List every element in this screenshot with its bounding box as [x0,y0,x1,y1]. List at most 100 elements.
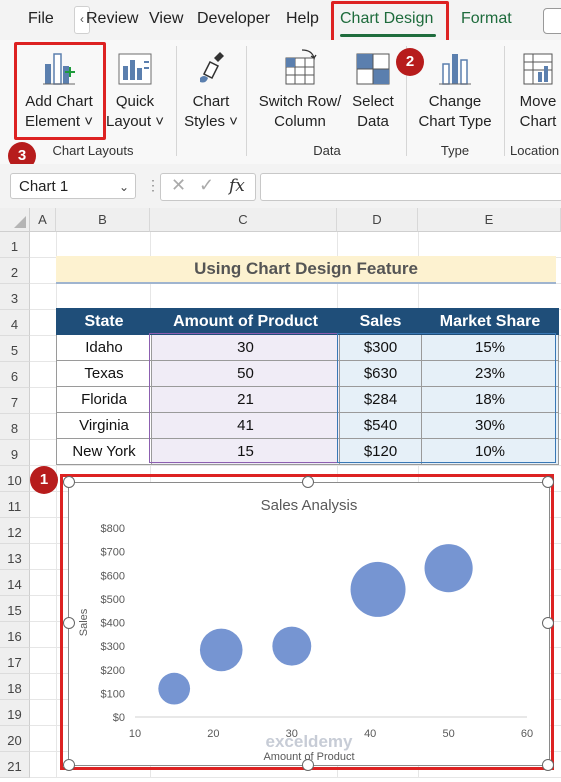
x-tick-label: 40 [364,728,376,740]
table-header-state[interactable]: State [56,308,152,335]
switch-row-column-icon [285,49,317,85]
row-header[interactable]: 9 [0,440,30,466]
tab-help[interactable]: Help [286,10,319,27]
bubble-point [424,544,473,593]
quick-layout-button[interactable]: Quick Layout ˅ [104,48,166,132]
row-header[interactable]: 1 [0,232,30,258]
row-header[interactable]: 18 [0,674,30,700]
x-tick-label: 60 [521,728,533,740]
tab-chart-design[interactable]: Chart Design [340,10,434,27]
switch-row-column-button[interactable]: Switch Row/ Column [252,48,348,132]
chart-styles-icon [200,52,224,83]
resize-handle[interactable] [302,476,314,488]
row-header[interactable]: 16 [0,622,30,648]
table-header-sales[interactable]: Sales [339,308,422,335]
table-cell[interactable]: Virginia [56,412,152,439]
table-cell[interactable]: 15 [151,438,340,465]
tab-file[interactable]: File [28,10,54,27]
row-header[interactable]: 5 [0,336,30,362]
column-header-e[interactable]: E [418,208,561,232]
row-header[interactable]: 3 [0,284,30,310]
table-cell[interactable]: 30% [421,412,559,439]
column-header-b[interactable]: B [56,208,150,232]
move-chart-button[interactable]: Move Chart [510,48,561,132]
table-cell[interactable]: 50 [151,360,340,387]
quick-layout-label-1: Quick [115,93,155,110]
row-header[interactable]: 7 [0,388,30,414]
ribbon-tab-bar: File ‹ Review View Developer Help Chart … [0,0,561,40]
row-header[interactable]: 10 [0,466,30,492]
insert-function-icon[interactable]: fx [229,176,245,196]
cancel-icon[interactable]: ✕ [171,175,187,195]
change-chart-type-button[interactable]: Change Chart Type [412,48,498,132]
group-label-location: Location [510,143,560,158]
x-tick-label: 20 [207,728,219,740]
y-axis-title: Sales [78,608,90,636]
enter-icon[interactable]: ✓ [199,175,215,195]
table-row: New York 15 $120 10% [56,438,559,465]
step-badge-1: 1 [30,466,58,494]
table-cell[interactable]: 18% [421,386,559,413]
resize-handle[interactable] [542,617,554,629]
row-header[interactable]: 13 [0,544,30,570]
table-cell[interactable]: Idaho [56,334,152,361]
table-cell[interactable]: $284 [339,386,422,413]
select-all-corner[interactable] [0,208,30,232]
move-chart-label-1: Move [519,93,557,110]
select-all-icon [14,216,26,228]
table-cell[interactable]: 41 [151,412,340,439]
chevron-down-icon[interactable]: ⌄ [118,180,129,194]
row-header[interactable]: 14 [0,570,30,596]
table-cell[interactable]: Florida [56,386,152,413]
chart-area[interactable]: Sales Analysis $0 $100 $200 $300 $400 $500 $600… [68,482,550,766]
table-header-row: State Amount of Product Sales Market Sha… [56,308,559,335]
resize-handle[interactable] [63,476,75,488]
tab-review[interactable]: Review [86,10,139,27]
formula-bar-grip-icon: ⋮ [146,177,160,193]
column-header-c[interactable]: C [150,208,337,232]
table-cell[interactable]: Texas [56,360,152,387]
row-header[interactable]: 4 [0,310,30,336]
column-header-a[interactable]: A [30,208,56,232]
select-data-button[interactable]: Select Data [348,48,398,132]
table-cell[interactable]: $300 [339,334,422,361]
tab-view[interactable]: View [149,10,184,27]
resize-handle[interactable] [542,759,554,771]
x-axis-title: Amount of Product [263,751,354,763]
table-cell[interactable]: New York [56,438,152,465]
row-header[interactable]: 12 [0,518,30,544]
chart-styles-button[interactable]: Chart Styles ˅ [182,48,240,132]
table-row: Texas 50 $630 23% [56,360,559,387]
column-header-d[interactable]: D [337,208,418,232]
bubble-point [272,626,312,666]
table-header-amount[interactable]: Amount of Product [151,308,340,335]
tab-format[interactable]: Format [461,10,512,27]
row-header[interactable]: 11 [0,492,30,518]
comments-icon[interactable] [543,8,561,34]
row-header[interactable]: 17 [0,648,30,674]
row-header[interactable]: 21 [0,752,30,778]
resize-handle[interactable] [302,759,314,771]
table-cell[interactable]: 10% [421,438,559,465]
row-gridline [30,465,561,466]
resize-handle[interactable] [63,759,75,771]
table-cell[interactable]: 23% [421,360,559,387]
formula-input[interactable] [260,173,561,201]
table-header-market-share[interactable]: Market Share [421,308,559,335]
row-header[interactable]: 15 [0,596,30,622]
row-header[interactable]: 2 [0,258,30,284]
row-header[interactable]: 6 [0,362,30,388]
resize-handle[interactable] [542,476,554,488]
table-row: Florida 21 $284 18% [56,386,559,413]
name-box[interactable]: Chart 1 ⌄ [10,173,136,199]
tab-scroll-left-button[interactable]: ‹ [74,6,90,34]
row-header[interactable]: 8 [0,414,30,440]
add-chart-element-button[interactable]: Add Chart Element ˅ [18,48,100,132]
table-cell[interactable]: $120 [339,438,422,465]
resize-handle[interactable] [63,617,75,629]
tab-developer[interactable]: Developer [197,10,270,27]
row-header[interactable]: 19 [0,700,30,726]
row-header[interactable]: 20 [0,726,30,752]
y-tick-label: $100 [101,688,125,700]
x-tick-label: 10 [129,728,141,740]
